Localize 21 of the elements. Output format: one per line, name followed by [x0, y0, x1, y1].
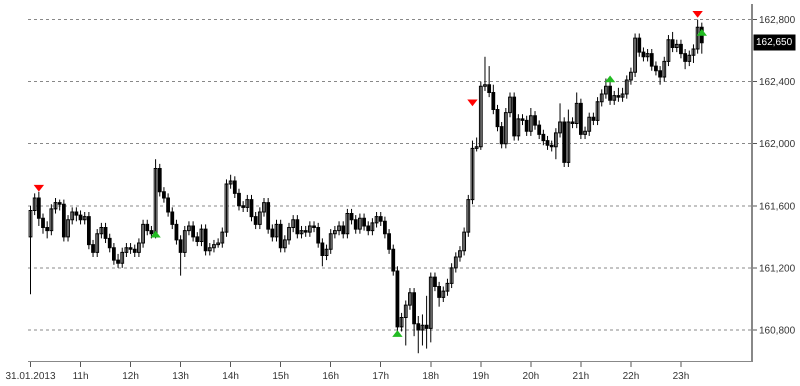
- text: 162,650: [756, 37, 793, 48]
- x-tick-label: 14h: [222, 371, 239, 382]
- x-tick-label: 12h: [122, 371, 139, 382]
- x-tick-label: 13h: [172, 371, 189, 382]
- y-tick-label: 160,800: [759, 325, 796, 336]
- y-tick-label: 162,000: [759, 139, 796, 150]
- x-tick-label: 18h: [422, 371, 440, 382]
- x-tick-label: 19h: [472, 371, 490, 382]
- x-tick-label: 23h: [672, 371, 690, 382]
- x-tick-label: 20h: [522, 371, 540, 382]
- x-tick-label: 15h: [272, 371, 290, 382]
- y-tick-label: 162,800: [759, 15, 796, 26]
- x-tick-label: 22h: [622, 371, 640, 382]
- y-tick-label: 161,200: [759, 263, 796, 274]
- y-tick-label: 161,600: [759, 201, 796, 212]
- y-tick-label: 162,400: [759, 77, 796, 88]
- x-tick-label: 31.01.2013: [5, 371, 56, 382]
- x-tick-label: 21h: [572, 371, 590, 382]
- x-tick-label: 17h: [372, 371, 390, 382]
- x-tick-label: 11h: [72, 371, 89, 382]
- x-tick-label: 16h: [322, 371, 340, 382]
